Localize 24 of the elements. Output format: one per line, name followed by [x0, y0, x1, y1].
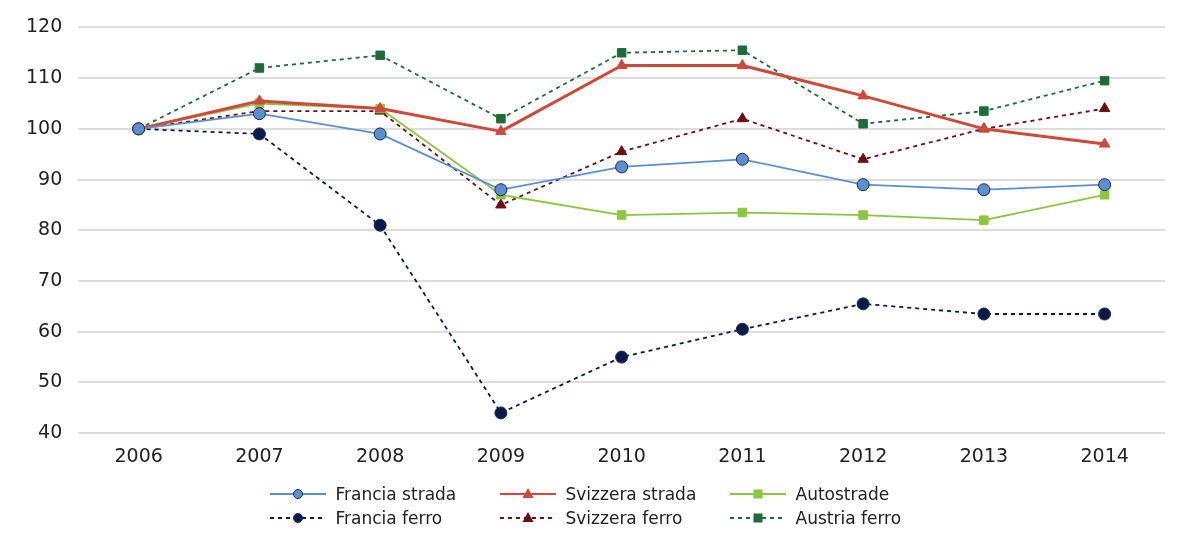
y-tick-label: 90 — [38, 166, 63, 189]
legend-label: Francia ferro — [335, 508, 443, 528]
y-tick-label: 60 — [38, 318, 63, 341]
y-tick-label: 40 — [38, 420, 63, 443]
x-tick-label: 2013 — [959, 443, 1009, 466]
y-tick-label: 100 — [26, 115, 63, 138]
x-tick-label: 2010 — [597, 443, 646, 466]
x-tick-label: 2008 — [355, 443, 405, 466]
x-tick-label: 2012 — [838, 443, 888, 466]
y-tick-label: 110 — [26, 65, 63, 88]
x-tick-label: 2009 — [476, 443, 526, 466]
legend-label: Svizzera strada — [565, 484, 697, 504]
legend-label: Francia strada — [335, 484, 457, 504]
y-tick-label: 50 — [38, 369, 63, 392]
x-tick-label: 2014 — [1080, 443, 1129, 466]
legend-label: Svizzera ferro — [565, 508, 683, 528]
x-tick-label: 2007 — [235, 443, 284, 466]
x-tick-label: 2011 — [718, 443, 767, 466]
y-tick-label: 120 — [26, 14, 63, 37]
y-tick-label: 80 — [38, 217, 63, 240]
y-tick-label: 70 — [38, 267, 63, 290]
legend-label: Autostrade — [795, 484, 890, 504]
legend-label: Austria ferro — [795, 508, 902, 528]
x-tick-label: 2006 — [114, 443, 163, 466]
